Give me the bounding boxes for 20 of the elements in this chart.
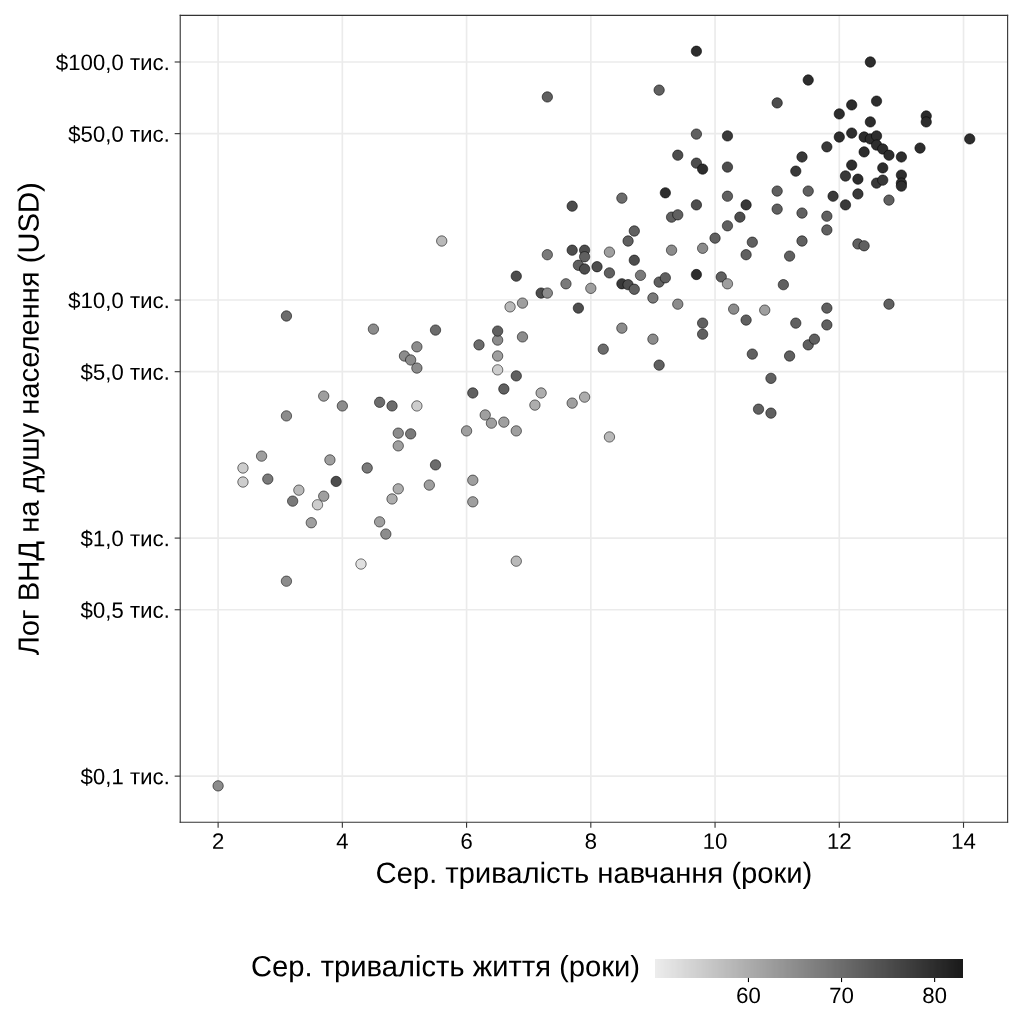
x-axis-title: Сер. тривалість навчання (роки) — [377, 861, 811, 889]
y-tick-label: $100,0 тис. — [56, 53, 168, 73]
color-bar-title: Сер. тривалість життя (роки) — [252, 955, 639, 983]
x-tick-label: 6 — [461, 833, 472, 850]
y-tick-label: $0,1 тис. — [80, 767, 168, 788]
x-tick-label: 14 — [952, 833, 976, 849]
color-bar-label: 70 — [830, 987, 854, 1004]
y-tick-label: $5,0 тис. — [80, 363, 168, 383]
y-tick-label: $10,0 тис. — [68, 291, 168, 311]
x-tick-label: 12 — [828, 833, 851, 849]
color-bar-label: 80 — [923, 987, 947, 1004]
y-tick-label: $50,0 тис. — [68, 125, 168, 145]
x-tick-label: 4 — [336, 833, 348, 849]
y-tick-label: $1,0 тис. — [80, 529, 168, 549]
color-bar-label: 60 — [737, 987, 760, 1004]
x-tick-label: 2 — [213, 833, 224, 849]
x-tick-label: 10 — [704, 833, 727, 850]
y-axis-title: Лог ВНД на душу населення (USD) — [17, 184, 45, 656]
y-tick-label: $0,5 тис. — [80, 601, 168, 621]
x-tick-label: 8 — [585, 833, 597, 850]
